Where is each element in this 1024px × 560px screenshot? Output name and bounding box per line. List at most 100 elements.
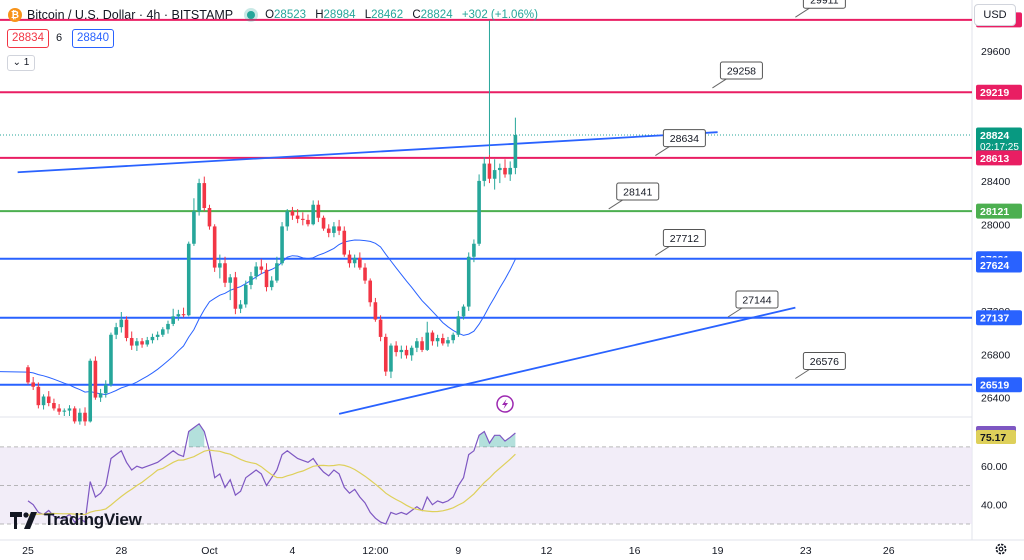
candle-body: [394, 345, 398, 353]
candle-body: [373, 302, 378, 320]
candle-body: [487, 163, 492, 179]
candle-body: [337, 226, 341, 231]
callout-label: 29911: [810, 0, 839, 7]
time-tick-label: 25: [22, 545, 34, 557]
candle-body: [378, 319, 383, 337]
callout-label: 27712: [670, 233, 699, 245]
candle-body: [269, 280, 274, 288]
candle-body: [135, 341, 139, 346]
sell-price-button[interactable]: 28834: [7, 29, 49, 48]
price-axis-badge-label: 28824: [980, 130, 1009, 142]
candle-body: [285, 211, 290, 227]
price-axis-badge: [976, 257, 1022, 273]
currency-button[interactable]: USD: [974, 4, 1016, 26]
candle-body: [383, 336, 388, 372]
candle-body: [109, 334, 113, 385]
lightning-icon: [496, 395, 514, 413]
callout-leader: [727, 307, 743, 318]
price-moving-average: [0, 239, 516, 396]
gear-icon[interactable]: [994, 542, 1008, 556]
callout-leader: [608, 199, 623, 210]
candle-body: [498, 167, 502, 171]
candle-body: [441, 338, 445, 344]
rsi-tick-label: 60.00: [981, 461, 1007, 473]
market-open-dot: [247, 11, 256, 19]
price-axis-badge: [976, 203, 1022, 219]
bitcoin-icon: ₿: [8, 8, 22, 22]
time-tick-label: 12:00: [362, 545, 388, 557]
time-tick-label: 28: [115, 545, 127, 557]
candle-body: [347, 254, 352, 264]
time-tick-label: 16: [629, 545, 641, 557]
candle-body: [181, 314, 186, 316]
price-axis-badge-label: 28121: [980, 206, 1009, 218]
candle-body: [150, 336, 155, 341]
candle-body: [399, 349, 404, 353]
callout-box: [735, 290, 779, 309]
time-tick-label: 26: [883, 545, 895, 557]
candle-body: [140, 341, 144, 345]
candle-body: [280, 226, 284, 264]
candle-body: [259, 266, 264, 270]
buy-price-button[interactable]: 28840: [72, 29, 114, 48]
candle-body: [513, 134, 518, 168]
time-tick-label: Oct: [201, 545, 217, 557]
rsi-axis-badge: [976, 429, 1016, 444]
candle-body: [332, 226, 336, 233]
price-tick-label: 26400: [981, 393, 1010, 405]
candle-body: [114, 327, 118, 335]
symbol-title[interactable]: Bitcoin / U.S. Dollar · 4h · BITSTAMP: [27, 8, 234, 22]
callout-label: 27144: [742, 294, 771, 306]
tradingview-logo[interactable]: TradingView: [10, 510, 142, 530]
candle-body: [124, 319, 129, 338]
price-axis-badge-label: 27624: [980, 260, 1009, 272]
candle-body: [228, 277, 233, 283]
collapse-indicators-button[interactable]: ⌄ 1: [7, 55, 35, 71]
candle-body: [72, 408, 77, 422]
time-tick-label: 4: [290, 545, 296, 557]
tradingview-logo-icon: [10, 511, 37, 529]
callout-leader: [655, 146, 670, 156]
chevron-down-icon: ⌄: [12, 57, 22, 68]
candle-body: [145, 340, 150, 345]
candle-body: [238, 304, 243, 309]
candle-body: [446, 340, 450, 344]
candle-body: [62, 410, 67, 412]
price-axis-badge: [976, 310, 1022, 326]
price-axis-badge: [976, 150, 1022, 166]
candle-body: [243, 284, 248, 305]
candle-body: [207, 208, 212, 227]
trendline: [17, 131, 718, 174]
candle-body: [342, 230, 347, 255]
callout-label: 28634: [670, 133, 699, 145]
lightning-icon-bolt: [502, 399, 509, 409]
callout-leader: [655, 246, 670, 256]
price-tick-label: 28000: [981, 219, 1010, 231]
callout-box: [662, 129, 706, 148]
spread-value: 6: [56, 32, 63, 44]
candle-body: [233, 277, 238, 309]
candle-body: [321, 217, 326, 229]
callout-leader: [795, 369, 810, 379]
candle-body: [88, 360, 93, 422]
ohlc-readout: O28523 H28984 L28462 C28824 +302 (+1.06%…: [265, 9, 538, 21]
time-tick-label: 9: [455, 545, 461, 557]
callout-box: [662, 228, 706, 247]
candle-body: [461, 306, 466, 317]
callout-label: 29258: [727, 65, 756, 77]
candle-body: [425, 332, 430, 350]
candle-body: [472, 243, 476, 257]
candle-body: [212, 226, 217, 268]
price-axis-badge-label: 27137: [980, 313, 1009, 325]
candle-body: [456, 316, 461, 335]
candle-body: [119, 319, 124, 328]
callout-box: [802, 352, 846, 371]
rsi-moving-average: [27, 449, 516, 516]
candle-body: [358, 257, 362, 268]
candle-body: [389, 345, 393, 372]
candle-body: [78, 412, 82, 422]
candle-body: [103, 384, 108, 394]
candle-body: [306, 219, 310, 225]
price-axis-badge-label: 28613: [980, 153, 1009, 165]
